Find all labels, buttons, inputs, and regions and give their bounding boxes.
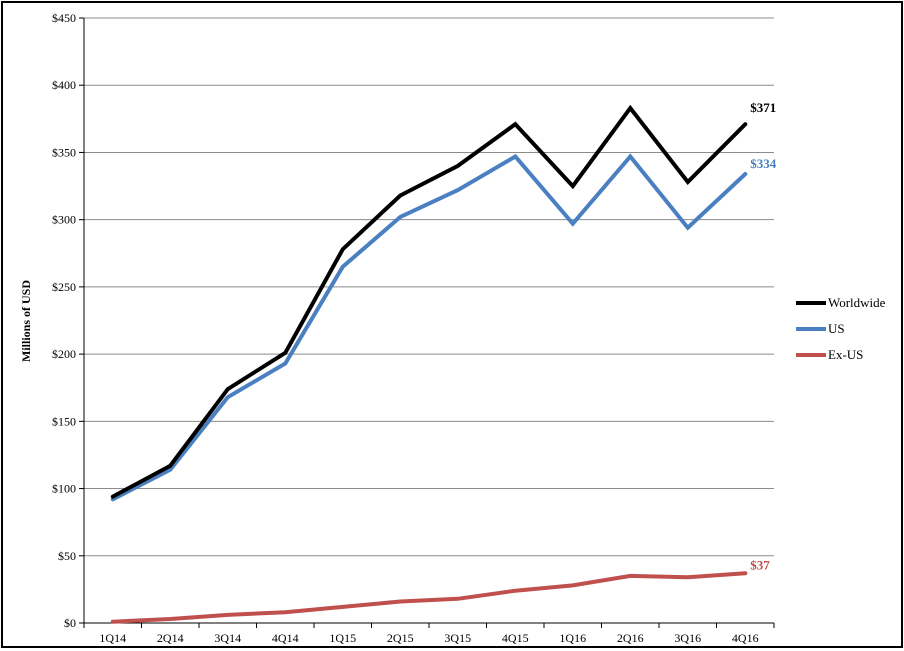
data-point-us	[571, 222, 575, 226]
data-point-worldwide	[686, 180, 690, 184]
x-tick-label: 3Q16	[674, 631, 701, 645]
series-line-us	[110, 153, 748, 502]
data-point-worldwide	[628, 106, 632, 110]
x-tick-label: 1Q15	[329, 631, 356, 645]
data-point-us	[398, 215, 402, 219]
data-point-ex-us	[628, 574, 632, 578]
data-point-ex-us	[168, 617, 172, 621]
end-label-us: $334	[750, 156, 777, 171]
legend-label: Ex-US	[828, 347, 863, 362]
data-point-ex-us	[456, 597, 460, 601]
data-point-worldwide	[571, 184, 575, 188]
line-chart: $0 $50 $100 $150 $200 $250 $300 $350 $400 $450 1Q…	[19, 11, 886, 645]
y-axis-ticks: $0 $50 $100 $150 $200 $250 $300 $350 $400 $450	[52, 11, 84, 630]
legend: Worldwide US Ex-US	[796, 295, 886, 362]
x-tick-label: 1Q16	[559, 631, 586, 645]
data-point-us	[341, 265, 345, 269]
x-tick-label: 2Q15	[387, 631, 414, 645]
data-point-worldwide	[341, 247, 345, 251]
y-tick-label: $350	[52, 145, 76, 159]
data-point-ex-us	[743, 571, 747, 575]
data-point-worldwide	[513, 122, 517, 126]
data-point-us	[686, 226, 690, 230]
data-point-us	[456, 188, 460, 192]
x-tick-label: 4Q15	[502, 631, 529, 645]
x-axis-ticks: 1Q14 2Q14 3Q14 4Q14 1Q15 2Q15 3Q15 4Q15 1Q16 2Q16…	[83, 623, 775, 645]
data-point-ex-us	[226, 613, 230, 617]
data-point-us	[513, 154, 517, 158]
legend-label: Worldwide	[828, 295, 886, 310]
data-point-worldwide	[743, 122, 747, 126]
y-tick-label: $50	[58, 549, 76, 563]
data-point-us	[628, 154, 632, 158]
data-point-worldwide	[283, 351, 287, 355]
x-tick-label: 3Q14	[214, 631, 241, 645]
x-tick-label: 4Q16	[732, 631, 759, 645]
y-tick-label: $300	[52, 213, 76, 227]
y-tick-label: $450	[52, 11, 76, 25]
data-point-worldwide	[398, 193, 402, 197]
data-point-ex-us	[341, 605, 345, 609]
data-point-ex-us	[283, 610, 287, 614]
series-line-ex-us	[110, 571, 748, 624]
x-tick-label: 4Q14	[272, 631, 299, 645]
x-tick-label: 1Q14	[99, 631, 126, 645]
x-tick-label: 3Q15	[444, 631, 471, 645]
data-point-ex-us	[111, 620, 115, 624]
end-label-worldwide: $371	[750, 100, 776, 115]
axes	[83, 18, 774, 624]
series-lines	[110, 104, 748, 624]
x-tick-label: 2Q16	[617, 631, 644, 645]
y-tick-label: $200	[52, 347, 76, 361]
legend-label: US	[828, 321, 845, 336]
data-point-us	[226, 395, 230, 399]
data-point-ex-us	[513, 589, 517, 593]
y-tick-label: $150	[52, 414, 76, 428]
data-point-worldwide	[226, 387, 230, 391]
data-point-ex-us	[686, 575, 690, 579]
y-tick-label: $100	[52, 482, 76, 496]
end-label-ex-us: $37	[750, 557, 770, 572]
data-point-us	[111, 497, 115, 501]
end-labels: $371 $334 $37	[750, 100, 777, 572]
series-line-worldwide	[110, 104, 748, 499]
data-point-us	[283, 362, 287, 366]
y-tick-label: $250	[52, 280, 76, 294]
gridlines	[84, 17, 774, 557]
data-point-worldwide	[456, 164, 460, 168]
data-point-worldwide	[111, 495, 115, 499]
y-axis-label: Millions of USD	[19, 280, 33, 362]
data-point-worldwide	[168, 464, 172, 468]
data-point-ex-us	[571, 583, 575, 587]
y-tick-label: $400	[52, 78, 76, 92]
x-tick-label: 2Q14	[157, 631, 184, 645]
data-point-ex-us	[398, 599, 402, 603]
y-tick-label: $0	[64, 616, 76, 630]
data-point-us	[743, 172, 747, 176]
data-point-us	[168, 468, 172, 472]
